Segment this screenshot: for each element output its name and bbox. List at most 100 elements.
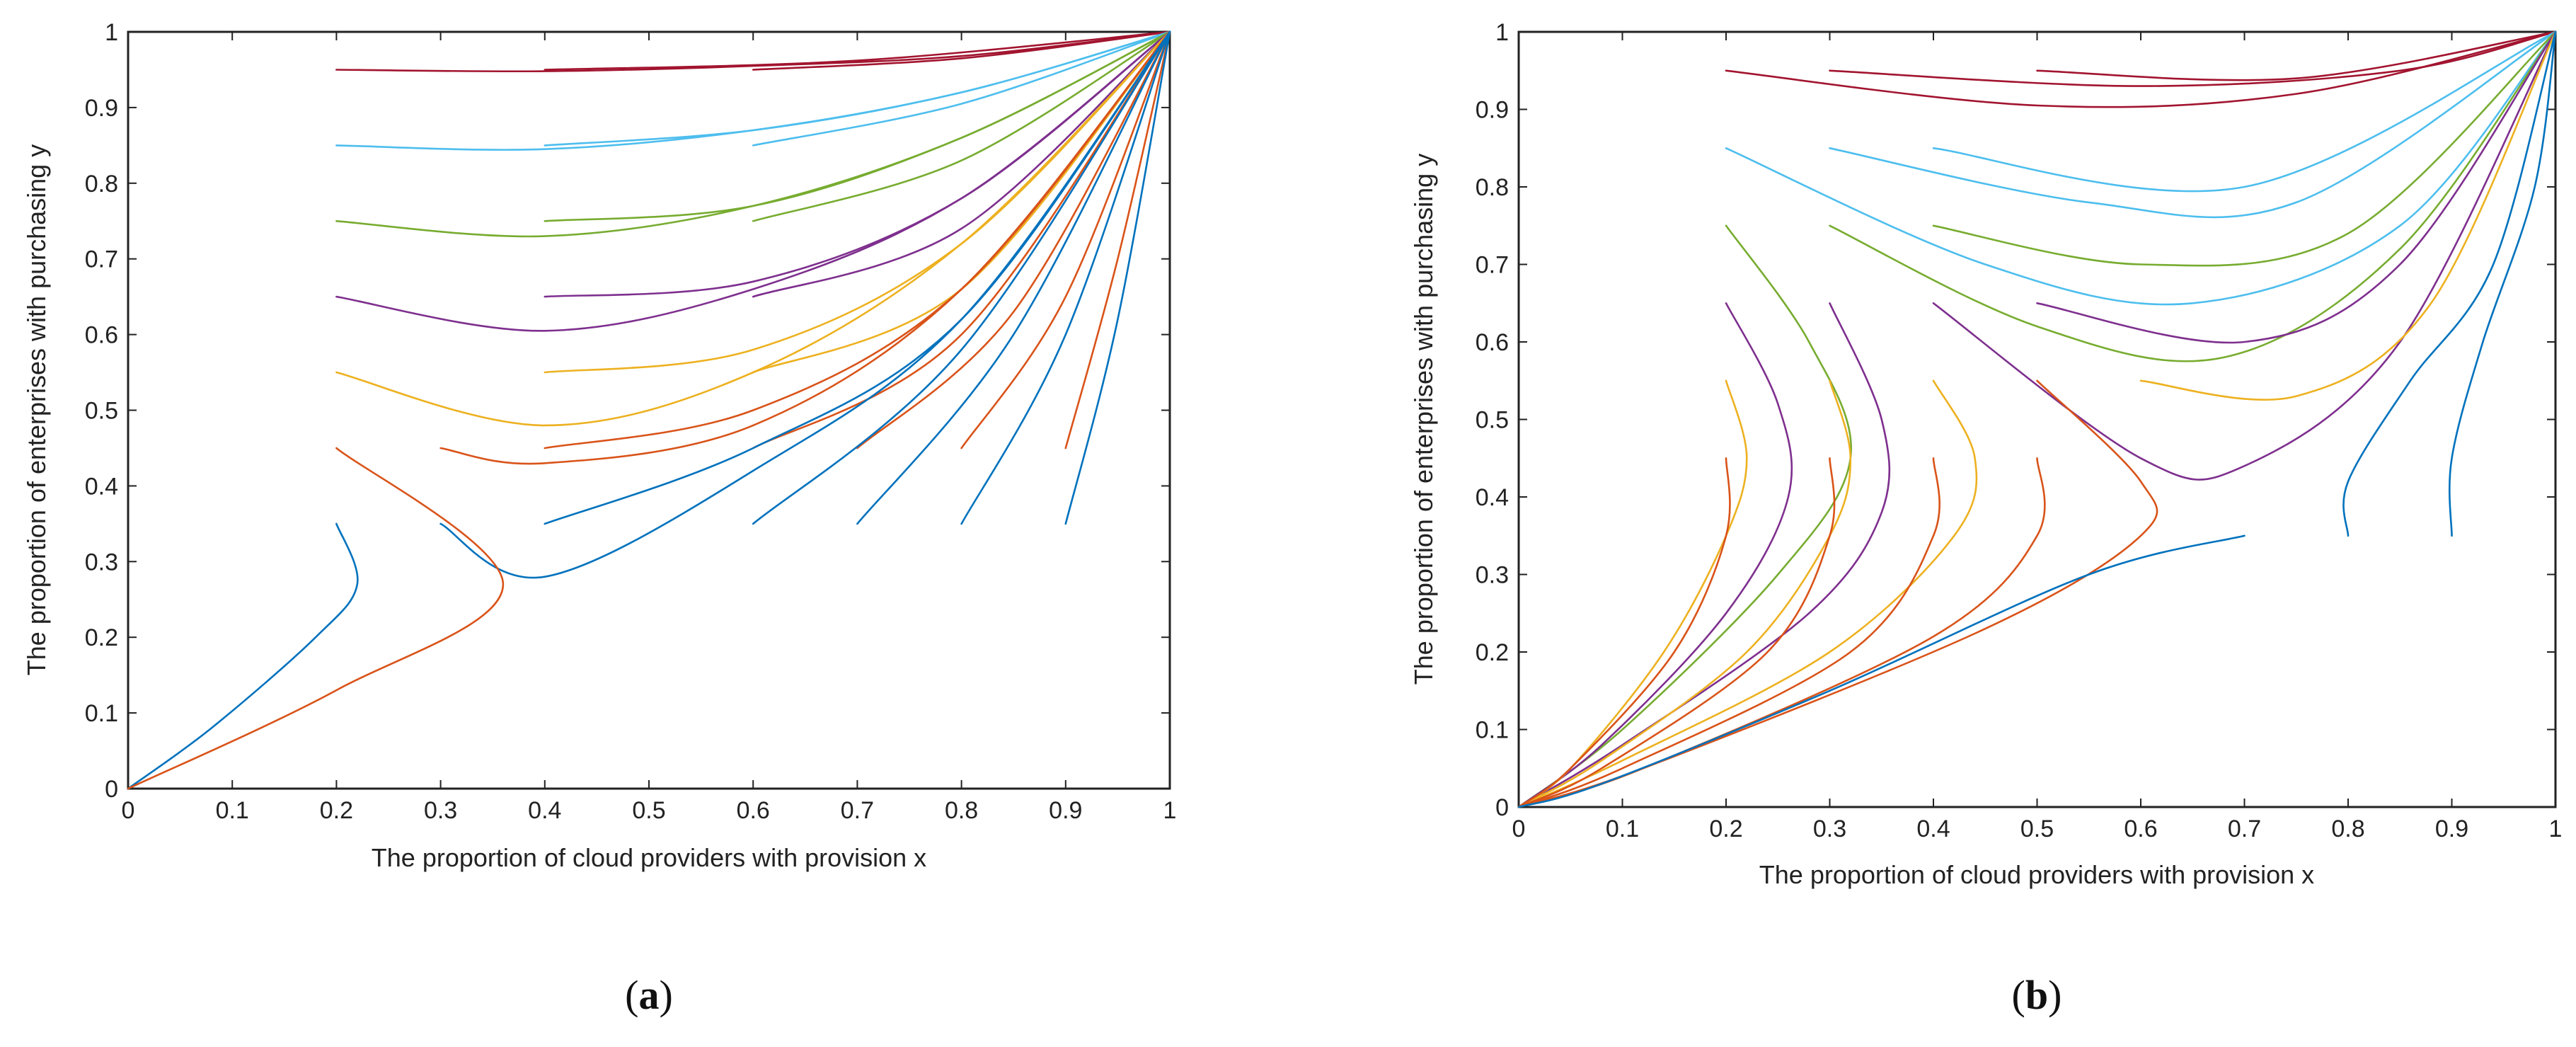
series-line-s2: [1829, 30, 2557, 87]
series-line-s25: [2448, 30, 2557, 537]
series-line-s4: [1725, 30, 2557, 306]
y-tick-label: 0.8: [85, 171, 118, 198]
panel-label-letter: a: [639, 972, 660, 1018]
y-tick-label: 0.6: [85, 322, 118, 349]
x-tick-label: 0: [122, 797, 135, 824]
series-line-s18: [752, 30, 1171, 450]
ticks: 0 0.1 0.2 0.3 0.4 0.5 0.6 0.7 0.8 0.9 1 0 0.1 0.2 0.3 0…: [85, 19, 1177, 824]
series-line-s24: [856, 30, 1171, 525]
series-line-s8: [544, 30, 1171, 222]
series-line-s16: [1517, 379, 1978, 808]
series-line-s20: [960, 30, 1171, 450]
series-line-s11: [1517, 302, 1891, 808]
y-tick-label: 0.1: [85, 700, 118, 727]
y-tick-label: 0.3: [1476, 562, 1509, 589]
series-line-s11: [544, 30, 1171, 298]
x-tick-label: 0.3: [424, 797, 457, 824]
y-tick-label: 0.5: [85, 398, 118, 425]
x-tick-label: 0.1: [216, 797, 249, 824]
series-line-s21: [1064, 30, 1171, 450]
series-line-s5: [1829, 30, 2557, 219]
series-line-s3: [752, 30, 1171, 71]
series-group: [1517, 30, 2557, 808]
series-line-s7: [1517, 224, 1853, 808]
x-tick-label: 0.6: [737, 797, 770, 824]
x-tick-label: 0.2: [320, 797, 353, 824]
series-line-s10: [1517, 302, 1793, 808]
x-tick-label: 0.5: [632, 797, 665, 824]
y-tick-label: 0.7: [85, 246, 118, 273]
x-tick-label: 0.1: [1606, 816, 1639, 842]
panel-label: (b): [2012, 972, 2062, 1018]
x-tick-label: 0: [1512, 816, 1526, 842]
series-line-s23: [752, 30, 1171, 525]
series-line-s17: [2139, 30, 2557, 401]
x-axis-label: The proportion of cloud providers with p…: [372, 843, 926, 872]
y-axis-label: The proportion of enterprises with purch…: [22, 144, 51, 675]
x-tick-label: 0.8: [2331, 816, 2364, 842]
series-line-s6: [1932, 30, 2557, 193]
series-line-s15: [1517, 379, 1852, 808]
y-tick-label: 0: [1495, 794, 1509, 821]
series-line-s26: [1064, 30, 1171, 525]
y-tick-label: 0.6: [1476, 329, 1509, 356]
series-line-s24: [2342, 30, 2557, 537]
y-tick-label: 0.3: [85, 549, 118, 576]
plot-area: [1517, 30, 2557, 808]
panel-label: (a): [625, 972, 673, 1018]
y-tick-label: 0.5: [1476, 407, 1509, 434]
y-axis-label: The proportion of enterprises with purch…: [1409, 154, 1438, 685]
series-line-s13: [335, 30, 1171, 427]
series-line-s28: [127, 522, 359, 790]
x-tick-label: 0.7: [841, 797, 874, 824]
x-tick-label: 0.4: [528, 797, 561, 824]
chart-panel-b: 0 0.1 0.2 0.3 0.4 0.5 0.6 0.7 0.8 0.9 1 0 0.1 0.2 0.3 0…: [1409, 19, 2562, 1018]
series-line-s18: [1517, 457, 1731, 808]
y-tick-label: 0.7: [1476, 252, 1509, 279]
x-tick-label: 0.5: [2020, 816, 2054, 842]
panel-label-open: (: [2012, 972, 2025, 1018]
chart-panel-a: 0 0.1 0.2 0.3 0.4 0.5 0.6 0.7 0.8 0.9 1 0 0.1 0.2 0.3 0…: [22, 19, 1176, 1018]
x-tick-label: 0.9: [1049, 797, 1082, 824]
series-line-s8: [1829, 30, 2557, 362]
panel-label-close: ): [2048, 972, 2062, 1018]
y-tick-label: 0.9: [85, 95, 118, 122]
ticks: 0 0.1 0.2 0.3 0.4 0.5 0.6 0.7 0.8 0.9 1 0 0.1 0.2 0.3 0…: [1476, 19, 2563, 842]
x-tick-label: 0.2: [1709, 816, 1742, 842]
x-axis-label: The proportion of cloud providers with p…: [1759, 860, 2314, 889]
x-tick-label: 0.9: [2435, 816, 2468, 842]
series-line-s14: [544, 30, 1171, 374]
y-tick-label: 1: [1495, 19, 1509, 46]
x-tick-label: 0.3: [1813, 816, 1846, 842]
series-line-s9: [1932, 30, 2557, 267]
y-tick-label: 1: [105, 19, 118, 46]
series-line-s3: [2036, 30, 2557, 81]
series-line-s25: [960, 30, 1171, 525]
series-line-s12: [752, 30, 1171, 298]
x-tick-label: 0.7: [2228, 816, 2261, 842]
y-tick-label: 0.9: [1476, 97, 1509, 124]
series-line-s2: [544, 30, 1171, 71]
y-tick-label: 0.4: [85, 473, 118, 500]
series-line-s5: [544, 30, 1171, 147]
y-tick-label: 0.2: [1476, 639, 1509, 666]
series-line-s17: [544, 30, 1171, 450]
panel-label-open: (: [625, 972, 638, 1018]
y-tick-label: 0.2: [85, 624, 118, 651]
series-line-s23: [1517, 534, 2246, 808]
x-tick-label: 1: [2549, 816, 2563, 842]
y-tick-label: 0.1: [1476, 717, 1509, 744]
series-group: [127, 30, 1171, 790]
y-tick-label: 0.4: [1476, 484, 1509, 511]
series-line-s19: [856, 30, 1171, 450]
series-line-s9: [752, 30, 1171, 222]
series-line-s1: [335, 30, 1171, 73]
series-line-s19: [1517, 457, 1836, 808]
panel-label-letter: b: [2025, 972, 2048, 1018]
series-line-s1: [1725, 30, 2557, 108]
series-line-s20: [1517, 457, 1940, 808]
series-line-s29: [127, 447, 505, 790]
x-tick-label: 0.4: [1916, 816, 1950, 842]
series-line-s13: [2036, 30, 2557, 344]
